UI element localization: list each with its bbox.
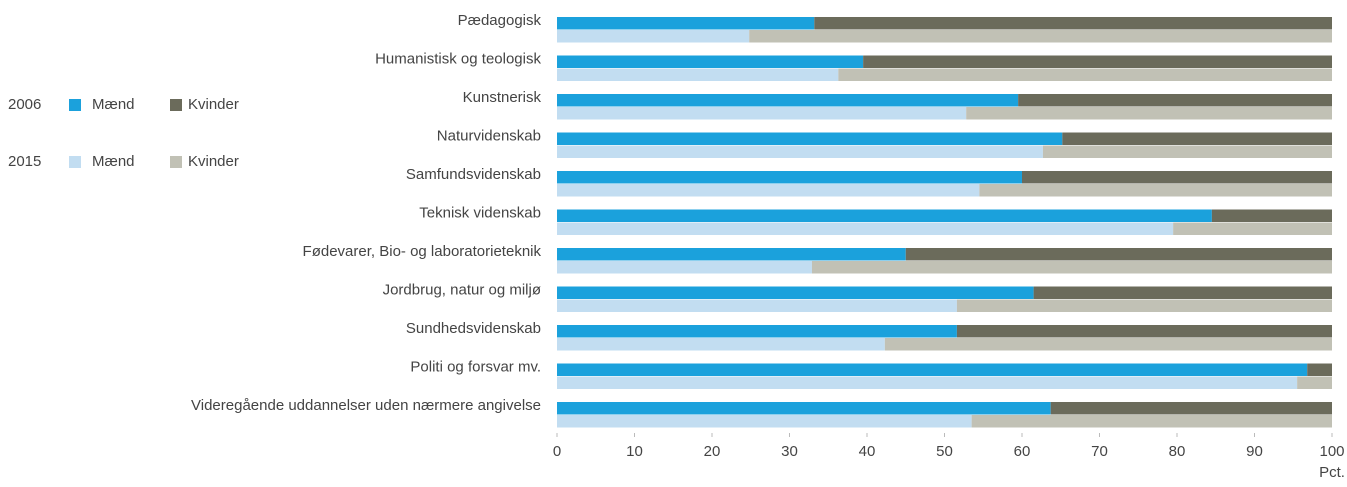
x-tick-label: 60 bbox=[1014, 443, 1031, 460]
bar-segment bbox=[557, 376, 1298, 389]
bar-segment bbox=[1018, 94, 1332, 107]
bar-segment bbox=[557, 17, 815, 30]
legend-swatch bbox=[69, 99, 81, 111]
bar-segment bbox=[557, 363, 1308, 376]
category-label: Sundhedsvidenskab bbox=[406, 320, 541, 337]
bar-segment bbox=[1033, 286, 1332, 299]
legend-swatch bbox=[69, 156, 81, 168]
bar-segment bbox=[557, 209, 1212, 222]
legend-swatch bbox=[170, 156, 182, 168]
legend-label: Mænd bbox=[92, 153, 135, 170]
legend-swatch bbox=[170, 99, 182, 111]
bar-segment bbox=[557, 402, 1051, 415]
category-label: Pædagogisk bbox=[458, 12, 542, 29]
bar-segment bbox=[814, 17, 1332, 30]
bar-segment bbox=[557, 325, 957, 338]
bar-segment bbox=[557, 30, 750, 43]
bar-segment bbox=[863, 55, 1332, 68]
bar-segment bbox=[557, 415, 972, 428]
bar-segment bbox=[979, 184, 1332, 197]
bar-segment bbox=[956, 325, 1332, 338]
category-label: Teknisk videnskab bbox=[419, 204, 541, 221]
bar-segment bbox=[971, 415, 1332, 428]
x-tick-label: 30 bbox=[781, 443, 798, 460]
bar-segment bbox=[557, 171, 1022, 184]
x-axis-label: Pct. bbox=[1319, 464, 1345, 481]
bar-segment bbox=[905, 248, 1332, 261]
category-label: Naturvidenskab bbox=[437, 127, 541, 144]
bar-segment bbox=[1022, 171, 1332, 184]
x-tick-label: 10 bbox=[626, 443, 643, 460]
bar-segment bbox=[1297, 376, 1332, 389]
bar-segment bbox=[557, 338, 885, 351]
bar-segment bbox=[1050, 402, 1332, 415]
bar-segment bbox=[956, 299, 1332, 312]
bar-segment bbox=[557, 261, 812, 274]
category-label: Fødevarer, Bio- og laboratorieteknik bbox=[303, 243, 542, 260]
bar-segment bbox=[884, 338, 1332, 351]
bar-segment bbox=[838, 68, 1332, 81]
x-tick-label: 0 bbox=[553, 443, 561, 460]
bar-segment bbox=[557, 107, 967, 120]
bar-segment bbox=[557, 286, 1034, 299]
bar-segment bbox=[557, 222, 1174, 235]
legend-group: 2006 bbox=[8, 96, 41, 113]
bar-segment bbox=[1062, 132, 1332, 145]
bar-segment bbox=[966, 107, 1332, 120]
bar-segment bbox=[1307, 363, 1332, 376]
bar-segment bbox=[749, 30, 1332, 43]
bar-segment bbox=[557, 299, 957, 312]
category-label: Videregående uddannelser uden nærmere an… bbox=[191, 397, 541, 414]
x-tick-label: 40 bbox=[859, 443, 876, 460]
x-tick-label: 20 bbox=[704, 443, 721, 460]
x-tick-label: 80 bbox=[1169, 443, 1186, 460]
x-tick-label: 90 bbox=[1246, 443, 1263, 460]
bar-segment bbox=[811, 261, 1332, 274]
bar-segment bbox=[557, 145, 1043, 158]
bar-segment bbox=[557, 94, 1019, 107]
category-label: Samfundsvidenskab bbox=[406, 166, 541, 183]
bar-segment bbox=[557, 184, 980, 197]
legend-group: 2015 bbox=[8, 153, 41, 170]
bar-segment bbox=[557, 248, 906, 261]
category-label: Kunstnerisk bbox=[463, 89, 542, 106]
category-label: Jordbrug, natur og miljø bbox=[383, 281, 541, 298]
bar-segment bbox=[557, 68, 839, 81]
legend-label: Mænd bbox=[92, 96, 135, 113]
bar-segment bbox=[1173, 222, 1332, 235]
bar-segment bbox=[557, 132, 1063, 145]
x-tick-label: 100 bbox=[1319, 443, 1344, 460]
legend-label: Kvinder bbox=[188, 153, 239, 170]
bar-segment bbox=[557, 55, 864, 68]
category-label: Politi og forsvar mv. bbox=[410, 358, 541, 375]
category-label: Humanistisk og teologisk bbox=[375, 50, 541, 67]
bar-segment bbox=[1042, 145, 1332, 158]
legend-label: Kvinder bbox=[188, 96, 239, 113]
x-tick-label: 70 bbox=[1091, 443, 1108, 460]
x-tick-label: 50 bbox=[936, 443, 953, 460]
bar-segment bbox=[1211, 209, 1332, 222]
